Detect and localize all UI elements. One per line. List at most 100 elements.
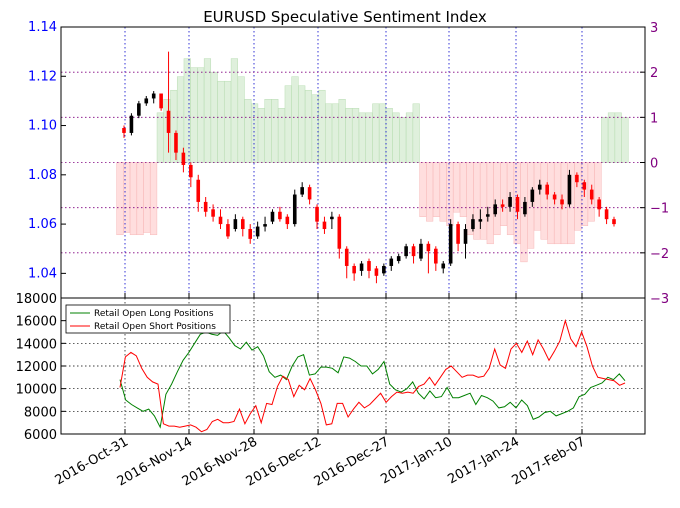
candle-body xyxy=(523,201,527,215)
ssi-bar xyxy=(298,85,306,163)
ssi-bar xyxy=(183,58,191,163)
candle-body xyxy=(352,265,356,274)
candle-body xyxy=(226,224,230,237)
ssi-bar xyxy=(527,162,535,249)
left-tick-label: 1.10 xyxy=(28,119,57,134)
candle-body xyxy=(263,224,267,227)
candle-body xyxy=(597,199,601,210)
ssi-bar xyxy=(318,89,326,163)
candle-body xyxy=(315,206,319,222)
right-tick-label: −3 xyxy=(650,292,669,307)
ssi-bar xyxy=(197,67,205,163)
candle-body xyxy=(434,248,438,264)
ssi-bar xyxy=(358,112,366,163)
left-tick-label: 1.04 xyxy=(28,266,57,281)
ssi-bar xyxy=(365,112,373,163)
candle-body xyxy=(404,246,408,257)
ssi-bar xyxy=(257,108,265,163)
ssi-bar xyxy=(372,103,380,163)
candle-body xyxy=(382,265,386,274)
ssi-bar xyxy=(217,80,225,163)
ssi-bar xyxy=(432,162,440,217)
candle-body xyxy=(367,261,371,271)
candle-body xyxy=(493,204,498,215)
candle-body xyxy=(344,248,349,266)
ssi-bar xyxy=(230,58,238,163)
candle-body xyxy=(508,196,512,207)
ssi-bar xyxy=(554,162,562,245)
ssi-bar xyxy=(251,103,259,163)
ssi-bar xyxy=(392,112,400,163)
bottom-y-tick-label: 10000 xyxy=(16,383,57,398)
candle-body xyxy=(582,182,587,190)
candle-body xyxy=(389,258,394,266)
ssi-bar xyxy=(291,76,299,163)
candle-body xyxy=(144,98,149,104)
candle-body xyxy=(396,256,401,262)
candle-body xyxy=(166,110,171,133)
candle-body xyxy=(174,132,178,153)
left-tick-label: 1.12 xyxy=(28,69,57,84)
x-tick-label: 2016-Dec-27 xyxy=(312,434,392,489)
ssi-bar xyxy=(439,162,447,222)
ssi-bar xyxy=(453,162,461,213)
right-tick-label: 3 xyxy=(650,21,658,36)
candle-body xyxy=(122,128,126,133)
candle-body xyxy=(448,224,453,264)
ssi-bar xyxy=(446,162,454,226)
legend-long-label: Retail Open Long Positions xyxy=(94,309,214,319)
ssi-bar xyxy=(385,108,393,163)
ssi-bar xyxy=(479,162,488,240)
ssi-bar xyxy=(345,108,353,163)
ssi-bar xyxy=(311,94,319,163)
candle-body xyxy=(374,268,379,276)
right-tick-label: 2 xyxy=(650,66,658,81)
candle-body xyxy=(129,115,134,133)
series-line-short xyxy=(119,318,626,433)
candle-body xyxy=(159,93,163,109)
bottom-y-tick-label: 12000 xyxy=(16,360,57,375)
candle-body xyxy=(567,174,572,205)
ssi-bar xyxy=(264,99,272,163)
ssi-bar xyxy=(244,99,252,163)
ssi-bar xyxy=(325,103,333,163)
ssi-bar xyxy=(284,85,292,163)
ssi-bar xyxy=(156,112,164,163)
candle-body xyxy=(612,219,616,225)
ssi-bar xyxy=(190,67,198,163)
candle-body xyxy=(359,263,364,271)
ssi-bar xyxy=(426,162,434,222)
right-tick-label: 1 xyxy=(650,111,658,126)
x-tick-label: 2017-Feb-07 xyxy=(509,434,588,488)
candle-body xyxy=(218,216,223,225)
ssi-bar xyxy=(621,117,629,163)
right-tick-label: −1 xyxy=(650,202,669,217)
candle-body xyxy=(151,93,156,99)
x-tick-label: 2017-Jan-10 xyxy=(378,434,455,487)
bottom-y-tick-label: 14000 xyxy=(16,337,57,352)
ssi-bar xyxy=(533,162,541,231)
candle-body xyxy=(300,187,304,195)
ssi-bar xyxy=(331,103,339,163)
bottom-y-tick-label: 6000 xyxy=(24,428,57,443)
candle-body xyxy=(137,103,141,116)
bottom-y-tick-label: 8000 xyxy=(24,405,57,420)
ssi-bar xyxy=(547,162,555,245)
ssi-bar xyxy=(277,108,286,163)
legend-box xyxy=(65,304,231,334)
candle-body xyxy=(485,214,490,217)
ssi-bar xyxy=(486,162,494,245)
right-tick-label: −2 xyxy=(650,247,669,262)
candle-body xyxy=(233,219,238,230)
candle-body xyxy=(292,194,297,225)
ssi-bar xyxy=(237,76,245,163)
series-line-long xyxy=(119,330,626,429)
candle-body xyxy=(589,189,594,200)
candle-body xyxy=(456,224,460,244)
candle-body xyxy=(203,201,208,212)
candle-body xyxy=(285,216,290,225)
candle-body xyxy=(337,216,342,249)
ssi-bar xyxy=(304,89,313,163)
ssi-bar xyxy=(224,80,232,163)
